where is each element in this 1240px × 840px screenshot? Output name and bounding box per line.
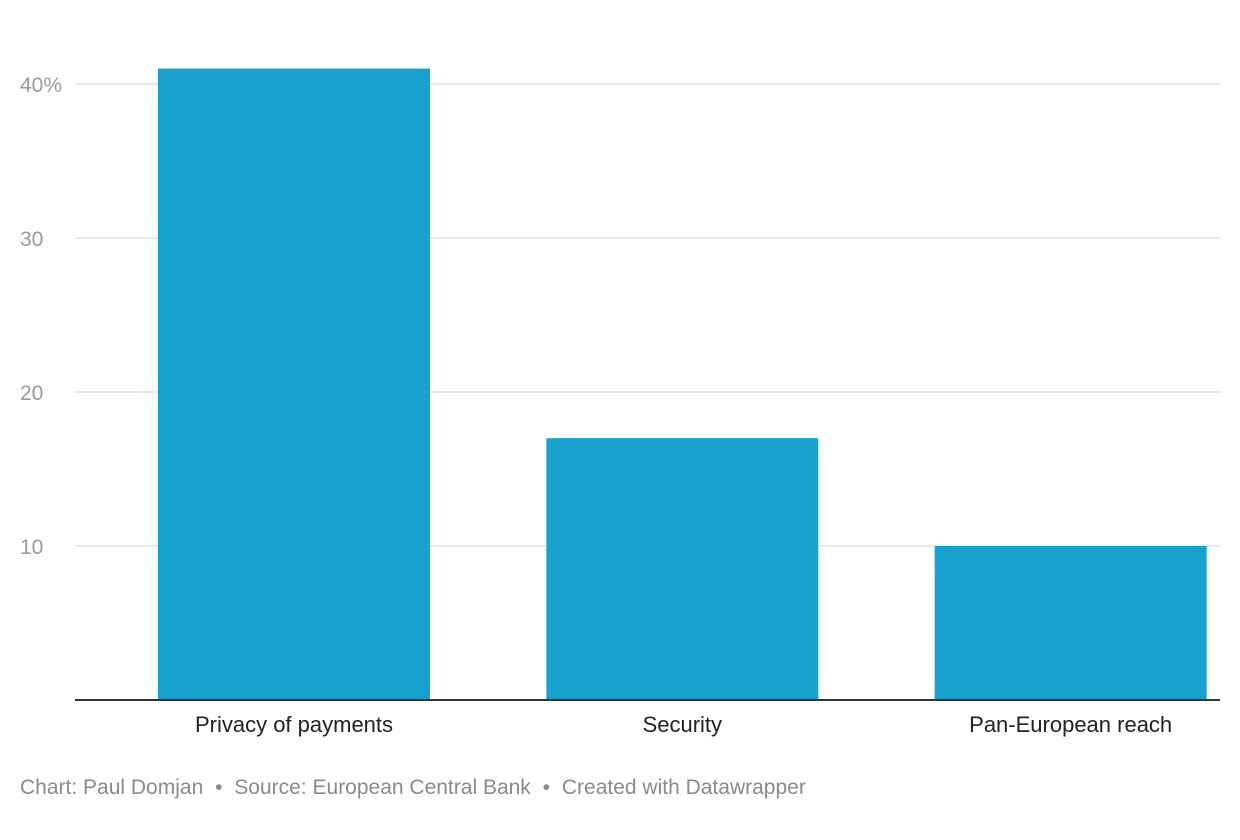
footer-separator: • [215, 776, 223, 799]
y-axis-ticks: 10 20 30 40% [20, 74, 62, 559]
y-tick-label: 20 [20, 382, 43, 405]
bar [934, 546, 1207, 700]
bars [158, 68, 1207, 701]
chart-source: Source: European Central Bank [234, 776, 531, 799]
bar [546, 438, 819, 700]
chart-footer: Chart: Paul Domjan • Source: European Ce… [20, 776, 806, 800]
bar [158, 68, 430, 701]
x-axis-labels: Privacy of payments Security Pan-European … [195, 712, 1172, 737]
bar-chart: 10 20 30 40% Privacy of payments Security Pan… [20, 68, 1220, 737]
x-category-label: Security [643, 712, 722, 737]
y-tick-label: 30 [20, 228, 43, 251]
y-tick-label: 40% [20, 74, 62, 97]
x-category-label: Privacy of payments [195, 712, 393, 737]
footer-separator: • [542, 776, 551, 799]
chart-credit: Chart: Paul Domjan [20, 776, 204, 799]
chart-tool-credit: Created with Datawrapper [561, 776, 806, 799]
x-category-label: Pan-European reach [969, 712, 1172, 737]
y-tick-label: 10 [20, 536, 43, 559]
